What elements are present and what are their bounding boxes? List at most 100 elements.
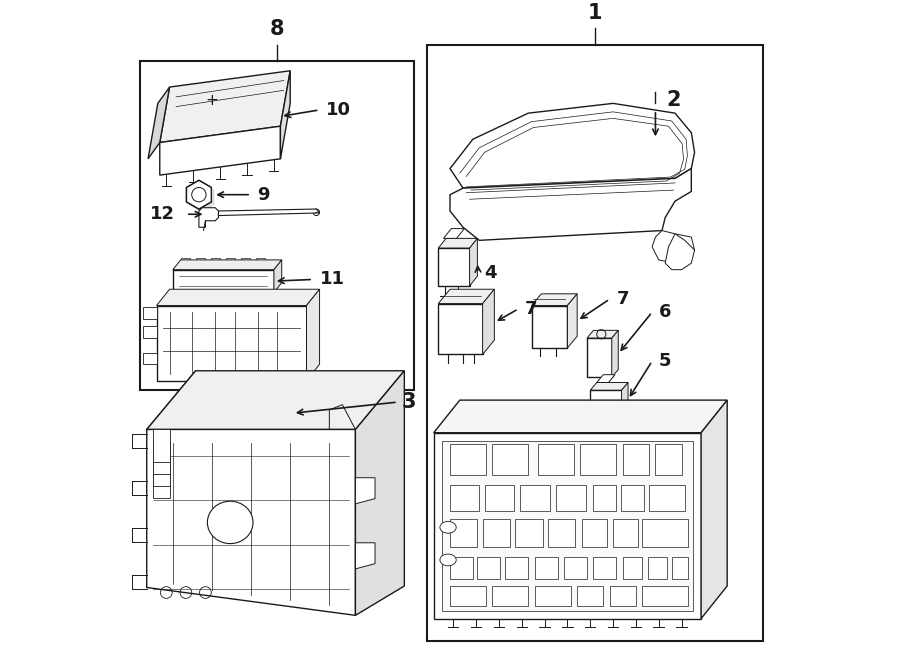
- Text: 2: 2: [667, 90, 681, 110]
- Bar: [515, 520, 543, 547]
- Bar: [484, 485, 514, 511]
- Polygon shape: [147, 371, 404, 430]
- Bar: [506, 557, 528, 580]
- Ellipse shape: [440, 554, 456, 566]
- Polygon shape: [652, 231, 695, 263]
- Polygon shape: [189, 183, 214, 212]
- Text: 11: 11: [320, 270, 345, 288]
- Text: 1: 1: [588, 3, 602, 23]
- Polygon shape: [199, 208, 219, 227]
- Polygon shape: [470, 239, 477, 286]
- Text: 12: 12: [150, 206, 175, 223]
- Polygon shape: [450, 169, 691, 241]
- Bar: [450, 485, 480, 511]
- Bar: [649, 485, 685, 511]
- Polygon shape: [143, 307, 157, 319]
- Bar: [153, 430, 169, 462]
- Polygon shape: [438, 248, 470, 286]
- Bar: [580, 444, 616, 475]
- Polygon shape: [701, 400, 727, 619]
- Polygon shape: [442, 441, 693, 611]
- Bar: [520, 485, 550, 511]
- Polygon shape: [597, 375, 615, 383]
- Polygon shape: [147, 371, 195, 588]
- Polygon shape: [143, 352, 157, 364]
- Polygon shape: [356, 543, 375, 569]
- Text: 4: 4: [484, 264, 497, 282]
- Bar: [482, 520, 510, 547]
- Polygon shape: [173, 270, 274, 293]
- Ellipse shape: [440, 522, 456, 533]
- Polygon shape: [567, 293, 577, 348]
- Polygon shape: [160, 71, 290, 143]
- Bar: [211, 258, 220, 270]
- Text: 9: 9: [257, 186, 270, 204]
- Polygon shape: [148, 87, 169, 159]
- Polygon shape: [622, 383, 628, 416]
- Bar: [492, 586, 528, 605]
- Polygon shape: [587, 330, 618, 338]
- Text: 3: 3: [401, 392, 416, 412]
- Polygon shape: [444, 229, 464, 239]
- Bar: [643, 586, 689, 605]
- Polygon shape: [438, 290, 494, 303]
- Bar: [153, 442, 169, 474]
- Polygon shape: [186, 180, 211, 209]
- Bar: [535, 557, 558, 580]
- Polygon shape: [532, 293, 577, 305]
- Polygon shape: [281, 71, 290, 159]
- Bar: [226, 258, 236, 270]
- Bar: [240, 258, 250, 270]
- Polygon shape: [157, 290, 320, 305]
- Polygon shape: [438, 303, 482, 354]
- Polygon shape: [173, 260, 282, 270]
- Bar: [535, 586, 571, 605]
- Bar: [648, 557, 667, 580]
- Bar: [492, 444, 528, 475]
- Bar: [655, 444, 681, 475]
- Bar: [428, 45, 763, 641]
- Polygon shape: [143, 327, 157, 338]
- Bar: [477, 557, 500, 580]
- Bar: [577, 586, 603, 605]
- Polygon shape: [438, 239, 477, 248]
- Ellipse shape: [207, 501, 253, 543]
- Polygon shape: [587, 338, 612, 377]
- Bar: [450, 520, 477, 547]
- Polygon shape: [157, 305, 307, 381]
- Polygon shape: [590, 391, 622, 416]
- Text: 6: 6: [659, 303, 671, 321]
- Polygon shape: [219, 209, 320, 215]
- Polygon shape: [356, 371, 404, 615]
- Bar: [256, 258, 266, 270]
- Polygon shape: [665, 234, 695, 270]
- Text: 7: 7: [616, 290, 629, 308]
- Bar: [593, 557, 616, 580]
- Bar: [556, 485, 586, 511]
- Bar: [140, 61, 414, 391]
- Bar: [450, 586, 486, 605]
- Bar: [153, 453, 169, 486]
- Bar: [643, 520, 689, 547]
- Text: 10: 10: [326, 101, 351, 119]
- Bar: [181, 258, 191, 270]
- Bar: [564, 557, 587, 580]
- Polygon shape: [307, 290, 320, 381]
- Polygon shape: [434, 400, 727, 433]
- Bar: [623, 444, 649, 475]
- Bar: [593, 485, 616, 511]
- Bar: [621, 485, 644, 511]
- Polygon shape: [532, 305, 567, 348]
- Polygon shape: [186, 180, 211, 209]
- Bar: [538, 444, 574, 475]
- Bar: [623, 557, 643, 580]
- Text: 5: 5: [659, 352, 671, 370]
- Polygon shape: [590, 383, 628, 391]
- Bar: [450, 444, 486, 475]
- Text: 7: 7: [525, 300, 537, 318]
- Polygon shape: [274, 260, 282, 293]
- Polygon shape: [450, 103, 695, 188]
- Bar: [582, 520, 608, 547]
- Bar: [450, 557, 472, 580]
- Polygon shape: [356, 478, 375, 504]
